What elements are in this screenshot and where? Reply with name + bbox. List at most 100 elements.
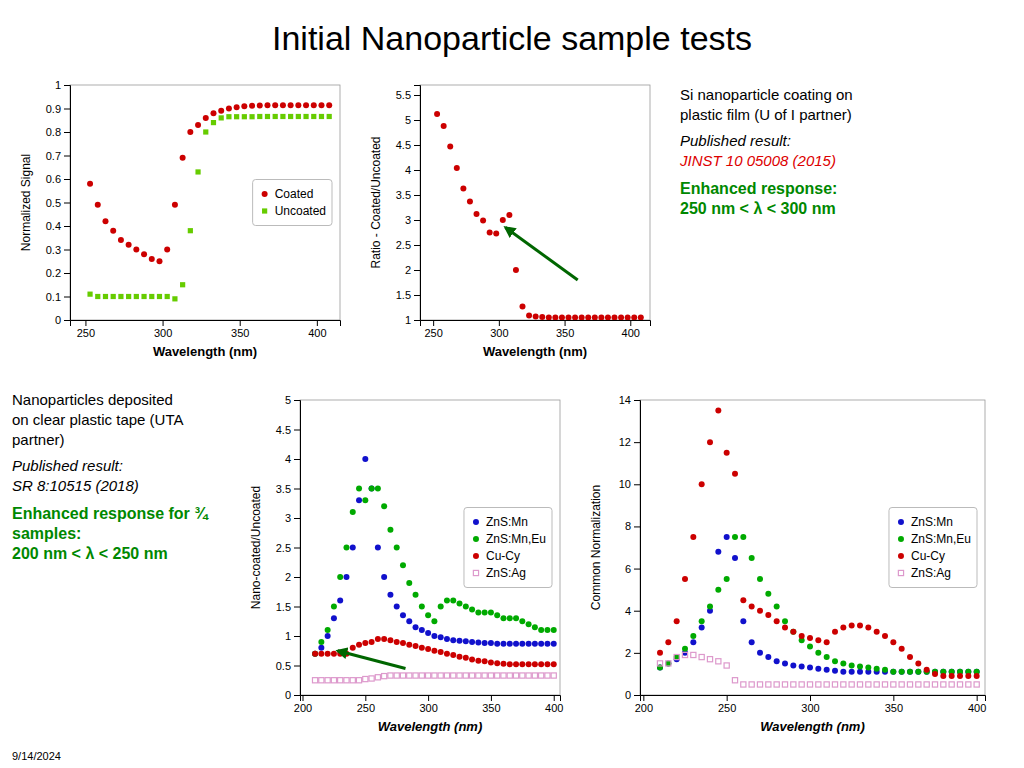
data-point [164,247,170,253]
data-point [331,678,336,683]
y-axis-label: Common Normalization [589,485,603,610]
data-point [774,604,780,610]
tick-label: 300 [154,327,172,339]
tick-label: 0 [55,314,61,326]
tick-mark [810,695,811,701]
data-point [815,637,821,643]
tick-mark [634,569,640,570]
tick-label: 6 [625,563,631,575]
tick-label: 1.5 [396,289,411,301]
note-highlight: Enhanced response for ¾ [12,505,209,522]
note-reference: SR 8:10515 (2018) [12,477,139,494]
axis: 11.522.533.544.555.5 [396,86,421,327]
tick: 0.2 [46,267,70,279]
data-point [551,673,556,678]
data-point [765,612,771,618]
data-point [325,633,331,639]
data-point [799,633,805,639]
data-point [513,267,519,273]
data-point [494,612,500,618]
data-point [296,114,301,119]
tick: 400 [308,320,326,339]
tick: 0 [625,689,640,701]
axis: 200250300350400 [294,695,564,714]
data-point [331,604,337,610]
legend-symbol [898,570,903,575]
data-point [249,114,254,119]
tick-label: 250 [357,702,375,714]
data-point [172,202,178,208]
data-point [544,661,550,667]
tick-mark [414,245,420,246]
tick-label: 2 [285,571,291,583]
tick-label: 4 [405,164,411,176]
data-point [450,652,456,658]
data-point [219,115,224,120]
series [312,456,557,657]
tick-label: 3.5 [276,483,291,495]
data-point [350,678,355,683]
legend-label: ZnS:Mn,Eu [486,532,546,546]
data-point [318,639,324,645]
data-point [682,576,688,582]
axis-domain [294,401,301,696]
data-point [916,682,921,687]
note-reference: JINST 10 05008 (2015) [679,152,836,169]
legend-symbol [262,191,268,197]
data-point [419,604,425,610]
note-line: Nanoparticles deposited [12,391,173,408]
data-point [899,669,905,675]
legend-label: ZnS:Mn [486,515,528,529]
legend-symbol [898,536,904,542]
tick: 12 [619,436,640,448]
data-point [387,637,393,643]
data-point [475,658,481,664]
data-point [757,682,762,687]
tick-label: 5 [405,114,411,126]
tick: 2.5 [276,542,300,554]
data-point [369,676,374,681]
data-point [350,545,356,551]
data-point [566,315,572,321]
data-point [469,639,475,645]
legend-symbol [262,208,267,213]
tick: 0.5 [46,197,70,209]
data-point [419,673,424,678]
data-point [319,114,324,119]
tick-mark [634,400,640,401]
data-point [791,682,796,687]
tick: 1.5 [396,289,420,301]
data-point [572,315,578,321]
legend-label: ZnS:Ag [911,566,951,580]
note-line: partner) [12,431,65,448]
x-axis-label: Wavelength (nm) [760,719,865,734]
data-point [552,315,558,321]
data-point [974,673,980,679]
axis: 250300350400 [71,320,341,339]
tick: 4.5 [396,139,420,151]
data-point [482,658,488,664]
data-point [494,660,500,666]
data-point [865,665,871,671]
data-point [899,682,904,687]
data-point [387,527,393,533]
legend-symbol [473,570,478,575]
tick: 300 [490,320,508,339]
data-point [280,102,286,108]
data-point [432,673,437,678]
data-point [519,618,525,624]
data-point [832,658,838,664]
data-point [264,102,270,108]
data-point [474,211,480,217]
data-point [431,618,437,624]
data-point [463,638,469,644]
note-highlight: Enhanced response: [680,180,837,197]
data-point [740,534,746,540]
tick-label: 4.5 [276,424,291,436]
tick-label: 200 [635,702,653,714]
tick-mark [163,320,164,326]
series [434,111,644,320]
tick-mark [64,320,70,321]
tick: 250 [77,320,95,339]
data-point [551,627,557,633]
